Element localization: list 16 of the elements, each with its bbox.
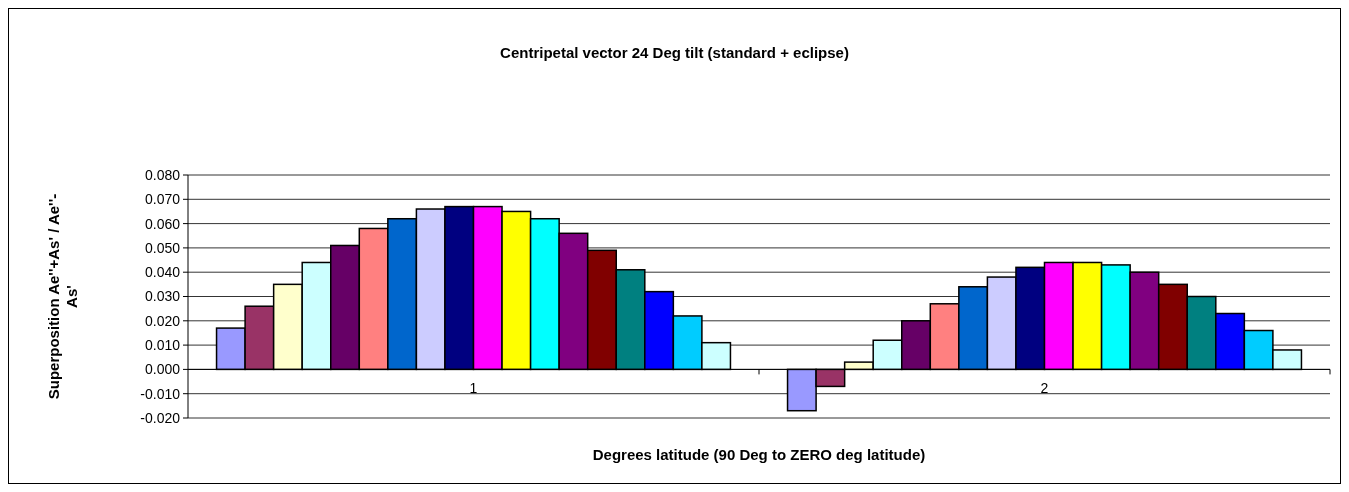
x-tick-label: 2 (1040, 380, 1049, 397)
y-tick-label: 0.050 (144, 239, 181, 256)
y-tick-label: -0.010 (140, 385, 181, 402)
y-tick-label: 0.000 (144, 361, 181, 378)
x-tick-label: 1 (469, 380, 478, 397)
y-tick-label: 0.030 (144, 288, 181, 305)
y-tick-label: 0.040 (144, 264, 181, 281)
y-tick-label: 0.070 (144, 191, 181, 208)
y-tick-label: 0.020 (144, 312, 181, 329)
y-tick-label: 0.010 (144, 337, 181, 353)
chart-title: Centripetal vector 24 Deg tilt (standard + eclipse) (500, 44, 849, 61)
x-axis-title: Degrees latitude (90 Deg to ZERO deg latitude) (592, 446, 926, 463)
y-tick-label: 0.080 (144, 166, 181, 183)
y-tick-label: -0.020 (140, 409, 181, 426)
y-axis-title: Superposition Ae''+As' / Ae''-As' (45, 193, 80, 400)
y-tick-label: 0.060 (144, 215, 181, 232)
